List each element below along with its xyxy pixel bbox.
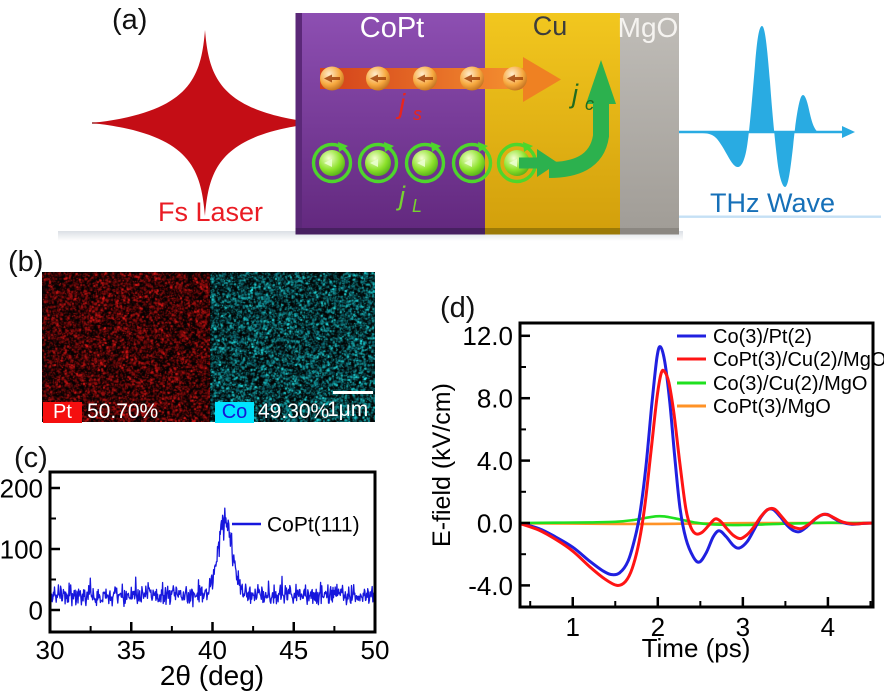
x-tick-label: 45 [279,635,308,665]
xrd-chart: 0 100 200 30 35 40 45 50 2θ (deg) CoPt(111) [0,470,390,691]
x-tick-label: 4 [821,612,835,642]
panel-letter-b: (b) [8,246,44,278]
jl-label-sub: L [412,196,422,216]
layer-label-mgo: MgO [618,12,679,43]
floor-shadow [58,231,683,241]
charge-arrow-small-head [537,149,558,177]
orbital-electron-rings [311,142,538,184]
js-label: j [395,88,406,119]
slab-bottom-mgo [620,228,679,235]
y-tick-label: 200 [0,473,43,503]
layer-mgo [620,13,679,228]
pt-percent-label: 50.70% [87,400,159,423]
charge-current-arrow-curve [548,102,609,178]
floor-line-right [679,215,881,218]
plot-frame [518,321,875,609]
co-element-badge: Co [215,402,254,423]
xrd-legend-label: CoPt(111) [267,514,360,537]
thz-legend-label-3: CoPt(3)/MgO [713,396,831,418]
x-tick-label: 2 [651,612,665,642]
pt-element-badge: Pt [43,402,82,423]
jc-label: j [568,79,579,109]
xrd-series-copt111 [49,507,376,608]
layer-label-cu: Cu [533,11,568,41]
thz-legend-label-1: CoPt(3)/Cu(2)/MgO [713,349,884,371]
thz-series-2 [520,514,873,527]
y-tick-label: -4.0 [468,571,513,601]
x-tick-label: 3 [736,612,750,642]
y-tick-label: 0 [29,595,43,625]
thz-legend-label-2: Co(3)/Cu(2)/MgO [713,373,867,395]
thz-wave-label: THz Wave [710,188,835,218]
thz-series-1 [520,368,873,587]
thz-pulse-icon [700,26,820,187]
x-tick-label: 35 [117,635,146,665]
panel-a-schematic: Fs Laser CoPt Cu MgO j s [58,11,881,241]
jc-label-sub: c [585,94,594,114]
js-label-sub: s [413,104,422,124]
scale-bar [333,391,373,394]
thz-efield-chart: 12.0 8.0 4.0 0.0 -4.0 1 2 3 4 Time (ps) E-field (k… [430,321,884,663]
charge-current-arrow-head [586,60,616,104]
y-tick-label: 12.0 [462,321,513,351]
spin-current-arrow-head [523,57,561,102]
slab-bottom-cu [485,228,620,235]
thz-y-axis-label: E-field (kV/cm) [430,383,456,547]
xrd-x-axis-label: 2θ (deg) [160,660,264,691]
y-tick-label: 8.0 [477,384,513,414]
thz-x-axis-label: Time (ps) [642,633,751,663]
plot-frame [48,470,377,634]
fs-laser-label: Fs Laser [158,197,263,227]
x-tick-label: 50 [361,635,390,665]
x-tick-label: 30 [36,635,65,665]
fs-laser-pulse-icon [92,30,318,216]
layer-copt [302,13,485,228]
slab-left-side [295,13,302,228]
panel-letter-d: (d) [440,292,476,324]
thz-legend-label-0: Co(3)/Pt(2) [713,326,812,348]
y-tick-label: 4.0 [477,446,513,476]
spin-electron-orbs [320,66,527,91]
slab-bottom-copt [295,228,485,235]
pt-eds-map-image [42,272,210,422]
y-tick-label: 0.0 [477,508,513,538]
thz-series-group [520,345,873,587]
panel-letter-c: (c) [14,442,48,474]
x-tick-label: 1 [566,612,580,642]
jl-label: j [395,181,406,211]
co-eds-map-image [210,272,375,422]
panel-letter-a: (a) [112,4,148,36]
co-percent-label: 49.30% [258,400,330,423]
thz-axis-arrow-head [842,126,855,138]
scale-bar-label: 1μm [327,398,369,421]
x-tick-label: 40 [198,635,227,665]
layer-label-copt: CoPt [360,12,424,44]
y-tick-label: 100 [0,534,43,564]
charge-arrow-small-shaft [519,157,537,169]
